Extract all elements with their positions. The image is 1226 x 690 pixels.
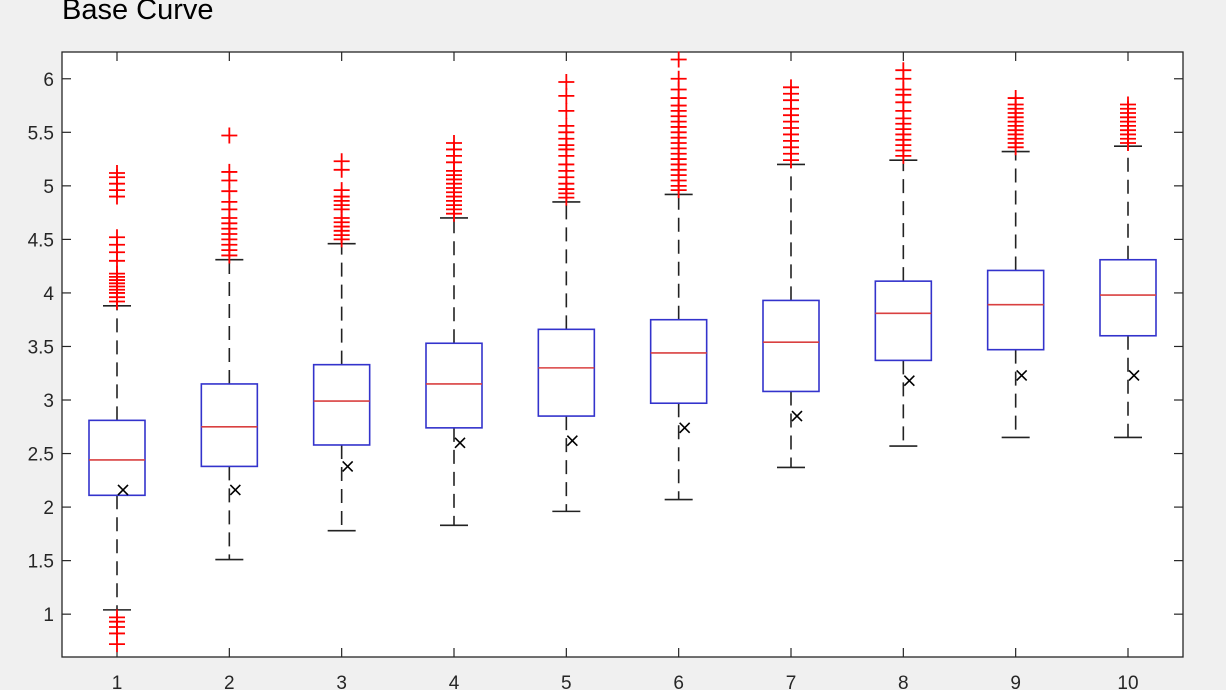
box	[537, 328, 596, 417]
outlier-point	[895, 62, 912, 79]
box-group-3	[312, 153, 371, 532]
outlier-point	[1007, 90, 1024, 107]
mean-marker	[454, 437, 466, 449]
y-tick-label: 4	[43, 284, 54, 305]
outlier-point	[558, 117, 575, 134]
mean-marker	[679, 422, 691, 434]
mean-marker	[229, 484, 241, 496]
outliers	[895, 62, 912, 164]
x-axis: 1 2 3 4 5 6 7 8 9 10	[112, 52, 1139, 690]
boxes-layer	[88, 51, 1157, 653]
y-tick-label: 5	[43, 177, 54, 198]
box-group-5	[537, 73, 596, 513]
box-group-2	[200, 127, 259, 561]
box	[425, 342, 483, 429]
outliers	[1007, 90, 1024, 156]
y-tick-label: 3	[43, 391, 54, 412]
outlier-point	[109, 229, 125, 246]
box-group-1	[88, 165, 146, 653]
box-group-4	[425, 135, 483, 527]
outliers	[446, 135, 462, 222]
outlier-point	[446, 135, 462, 152]
x-tick-label: 6	[673, 673, 684, 690]
outlier-point	[783, 79, 799, 96]
outliers	[558, 73, 575, 206]
mean-marker	[342, 460, 354, 472]
outliers	[109, 165, 125, 653]
outlier-point	[1120, 96, 1136, 113]
box	[312, 363, 371, 446]
y-tick-label: 1.5	[28, 552, 54, 573]
y-tick-label: 1	[43, 605, 54, 626]
outlier-point	[558, 73, 575, 90]
mean-marker	[566, 435, 578, 447]
outlier-point	[109, 165, 125, 181]
x-tick-label: 10	[1117, 673, 1138, 690]
outlier-point	[221, 127, 238, 144]
box	[200, 383, 259, 468]
mean-marker	[903, 375, 915, 387]
outliers	[1120, 96, 1136, 152]
x-tick-label: 2	[224, 673, 235, 690]
plot-area	[61, 51, 1184, 658]
x-tick-label: 3	[336, 673, 347, 690]
mean-marker	[117, 484, 129, 496]
outlier-point	[670, 51, 687, 68]
mean-marker	[1128, 369, 1140, 381]
y-tick-label: 5.5	[28, 123, 54, 144]
outlier-point	[109, 609, 125, 626]
x-tick-label: 5	[561, 673, 572, 690]
box-group-7	[762, 79, 820, 469]
x-tick-label: 1	[112, 673, 123, 690]
x-tick-label: 4	[449, 673, 460, 690]
box-group-6	[649, 51, 708, 501]
box	[1099, 258, 1157, 337]
box-group-9	[986, 90, 1045, 439]
box	[88, 419, 146, 497]
y-axis: 1 1.5 2 2.5 3 3.5 4 4.5 5 5.5 6	[28, 70, 1183, 626]
outlier-point	[333, 153, 350, 170]
outliers	[670, 51, 687, 199]
outlier-point	[333, 182, 350, 199]
box	[649, 318, 708, 405]
box	[874, 280, 933, 362]
outlier-point	[558, 102, 575, 119]
box	[986, 269, 1045, 351]
y-tick-label: 6	[43, 70, 54, 91]
box-group-10	[1099, 96, 1157, 439]
outliers	[333, 153, 350, 248]
y-tick-label: 3.5	[28, 337, 54, 358]
mean-marker	[1016, 369, 1028, 381]
outlier-point	[558, 87, 575, 104]
outlier-point	[670, 70, 687, 87]
outliers	[221, 127, 238, 264]
y-tick-label: 2.5	[28, 445, 54, 466]
x-tick-label: 8	[898, 673, 909, 690]
x-tick-label: 9	[1010, 673, 1021, 690]
y-tick-label: 4.5	[28, 230, 54, 251]
outlier-point	[221, 163, 238, 180]
mean-marker	[791, 410, 803, 422]
y-tick-label: 2	[43, 498, 54, 519]
x-tick-label: 7	[786, 673, 797, 690]
box-group-8	[874, 62, 933, 447]
chart-title: Base Curve	[62, 0, 214, 26]
box	[762, 299, 820, 393]
outliers	[783, 79, 799, 169]
